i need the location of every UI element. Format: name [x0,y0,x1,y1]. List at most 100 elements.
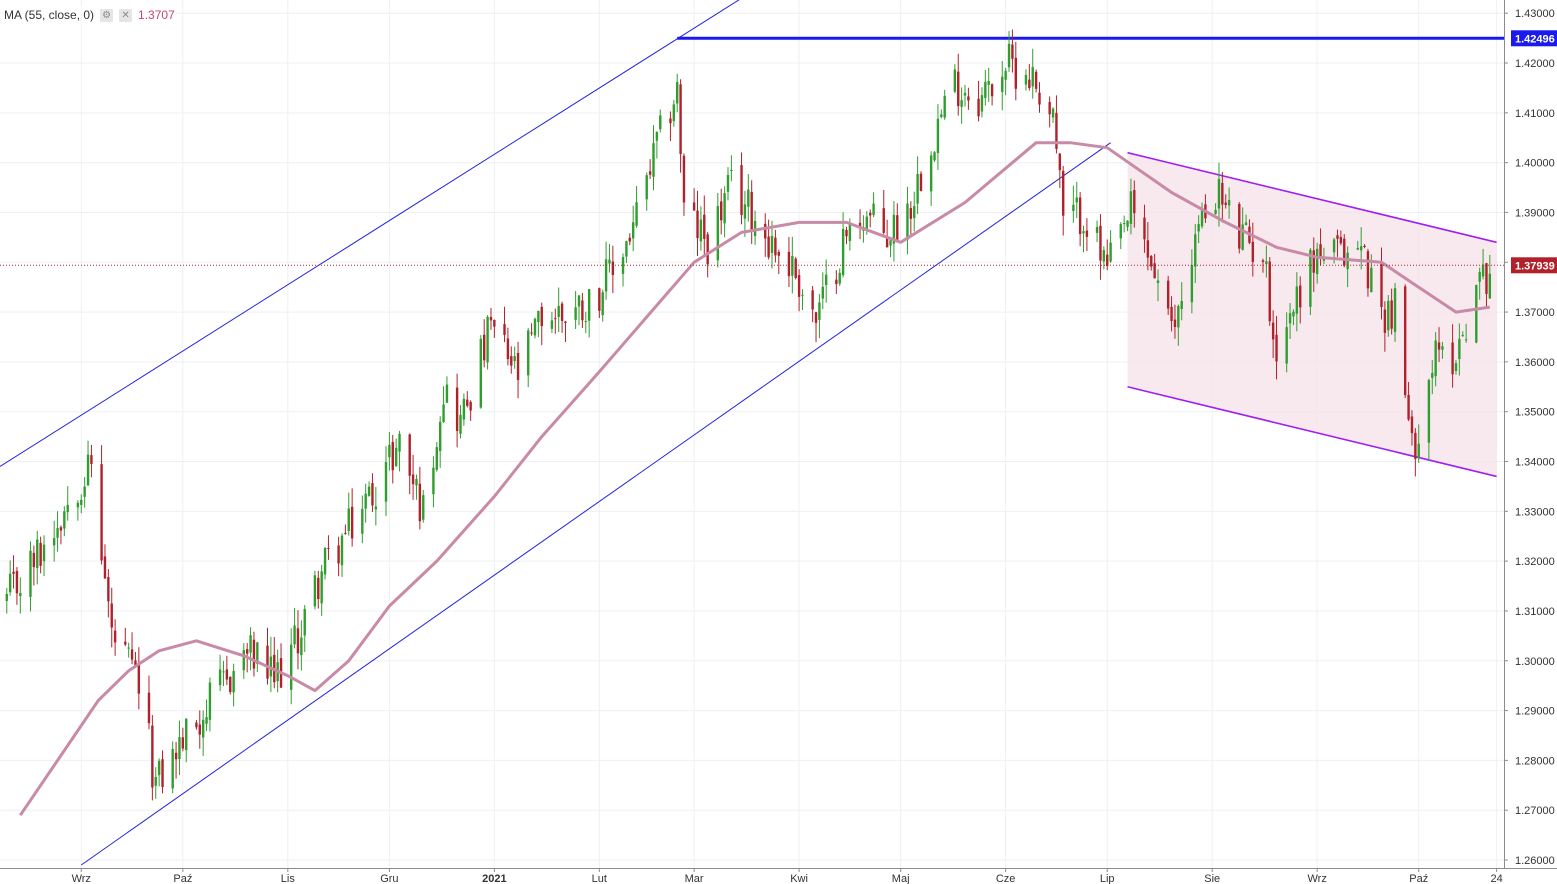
candle-body [130,649,134,660]
candle-body [1265,261,1268,265]
candle-body [1451,342,1454,375]
time-tick-label: Paź [1409,873,1428,884]
candle-body [540,306,543,327]
candle-body [1271,322,1275,340]
candle-body [723,193,726,224]
candle-body [154,776,157,786]
candle-body [15,570,19,594]
candle-body [1387,300,1390,331]
candle-body [1241,224,1244,250]
candle-body [76,502,80,508]
candle-body [645,175,648,200]
candle-body [608,259,611,264]
candle-body [953,69,957,92]
candle-body [1251,241,1255,262]
indicator-legend: MA (55, close, 0) ⚙ ✕ 1.3707 [4,6,175,24]
candle-body [32,552,36,568]
price-tick-label: 1.30000 [1515,656,1555,668]
candle-body [1166,280,1170,309]
candle-body [1488,273,1492,299]
candle-body [1380,263,1383,308]
time-tick-label: Lip [1100,873,1115,884]
candle-body [1177,306,1180,328]
last-price-badge: 1.37939 [1515,260,1555,272]
candle-body [858,222,862,229]
candle-body [1427,380,1431,443]
candle-body [896,215,899,240]
candle-body [1143,217,1146,240]
candle-body [103,556,107,579]
price-tick-label: 1.36000 [1515,357,1555,369]
candle-body [229,676,232,692]
candle-body [655,131,659,141]
candle-body [706,234,709,265]
candle-body [1437,342,1441,350]
candle-body [432,467,435,495]
candle-body [486,316,489,363]
candle-body [1336,235,1339,239]
candle-body [151,725,154,788]
legend-indicator-value: 1.3707 [138,8,175,22]
price-tick-label: 1.26000 [1515,855,1555,867]
candle-body [936,118,940,153]
candle-body [1055,112,1058,149]
time-tick-label: Gru [380,873,398,884]
gear-icon[interactable]: ⚙ [100,8,114,22]
candle-body [753,220,757,237]
candle-body [1214,209,1217,215]
candle-body [52,538,56,546]
close-icon[interactable]: ✕ [119,8,133,22]
candle-body [469,401,472,411]
candle-body [1461,335,1464,337]
candle-body [1038,92,1041,105]
price-tick-label: 1.27000 [1515,805,1555,817]
candle-body [1170,306,1173,322]
candle-body [838,272,841,284]
candle-body [1051,108,1055,118]
candle-body [127,647,130,649]
candle-body [422,495,425,520]
candle-body [455,387,459,432]
candle-body [438,421,442,452]
candle-body [134,660,137,666]
candle-body [86,454,90,486]
candle-body [621,257,625,274]
falling-channel-zone [1127,152,1497,477]
candle-body [113,630,117,643]
candle-body [635,202,638,226]
candle-body [841,228,845,276]
falling-channel-upper-line [1127,151,1497,244]
candle-body [110,603,113,628]
candle-body [411,474,415,485]
candle-body [1275,334,1278,362]
candle-body [787,251,791,277]
candle-body [1454,363,1458,371]
price-tick-label: 1.41000 [1515,108,1555,120]
candle-body [648,171,652,175]
candle-body [659,115,662,130]
candle-body [767,236,770,258]
candle-body [889,240,892,246]
candle-body [696,210,699,239]
candle-body [730,169,733,171]
candle-body [530,332,533,334]
candle-body [814,312,818,323]
candle-body [201,719,205,738]
candle-body [801,294,804,296]
time-tick-label: Mar [685,873,704,884]
price-tick-label: 1.39000 [1515,207,1555,219]
candle-body [1288,313,1292,324]
price-tick-label: 1.33000 [1515,506,1555,518]
candle-body [906,203,909,240]
candle-body [1238,203,1241,249]
candle-body [1133,190,1136,214]
candle-body [398,433,401,452]
candle-body [181,737,185,749]
candle-body [337,545,340,564]
ma-line-path [19,141,1491,817]
candle-body [916,173,919,204]
candle-body [195,722,198,728]
candle-body [408,434,411,476]
